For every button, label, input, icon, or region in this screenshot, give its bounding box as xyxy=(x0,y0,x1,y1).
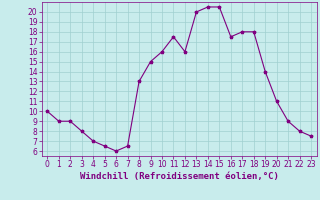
X-axis label: Windchill (Refroidissement éolien,°C): Windchill (Refroidissement éolien,°C) xyxy=(80,172,279,181)
